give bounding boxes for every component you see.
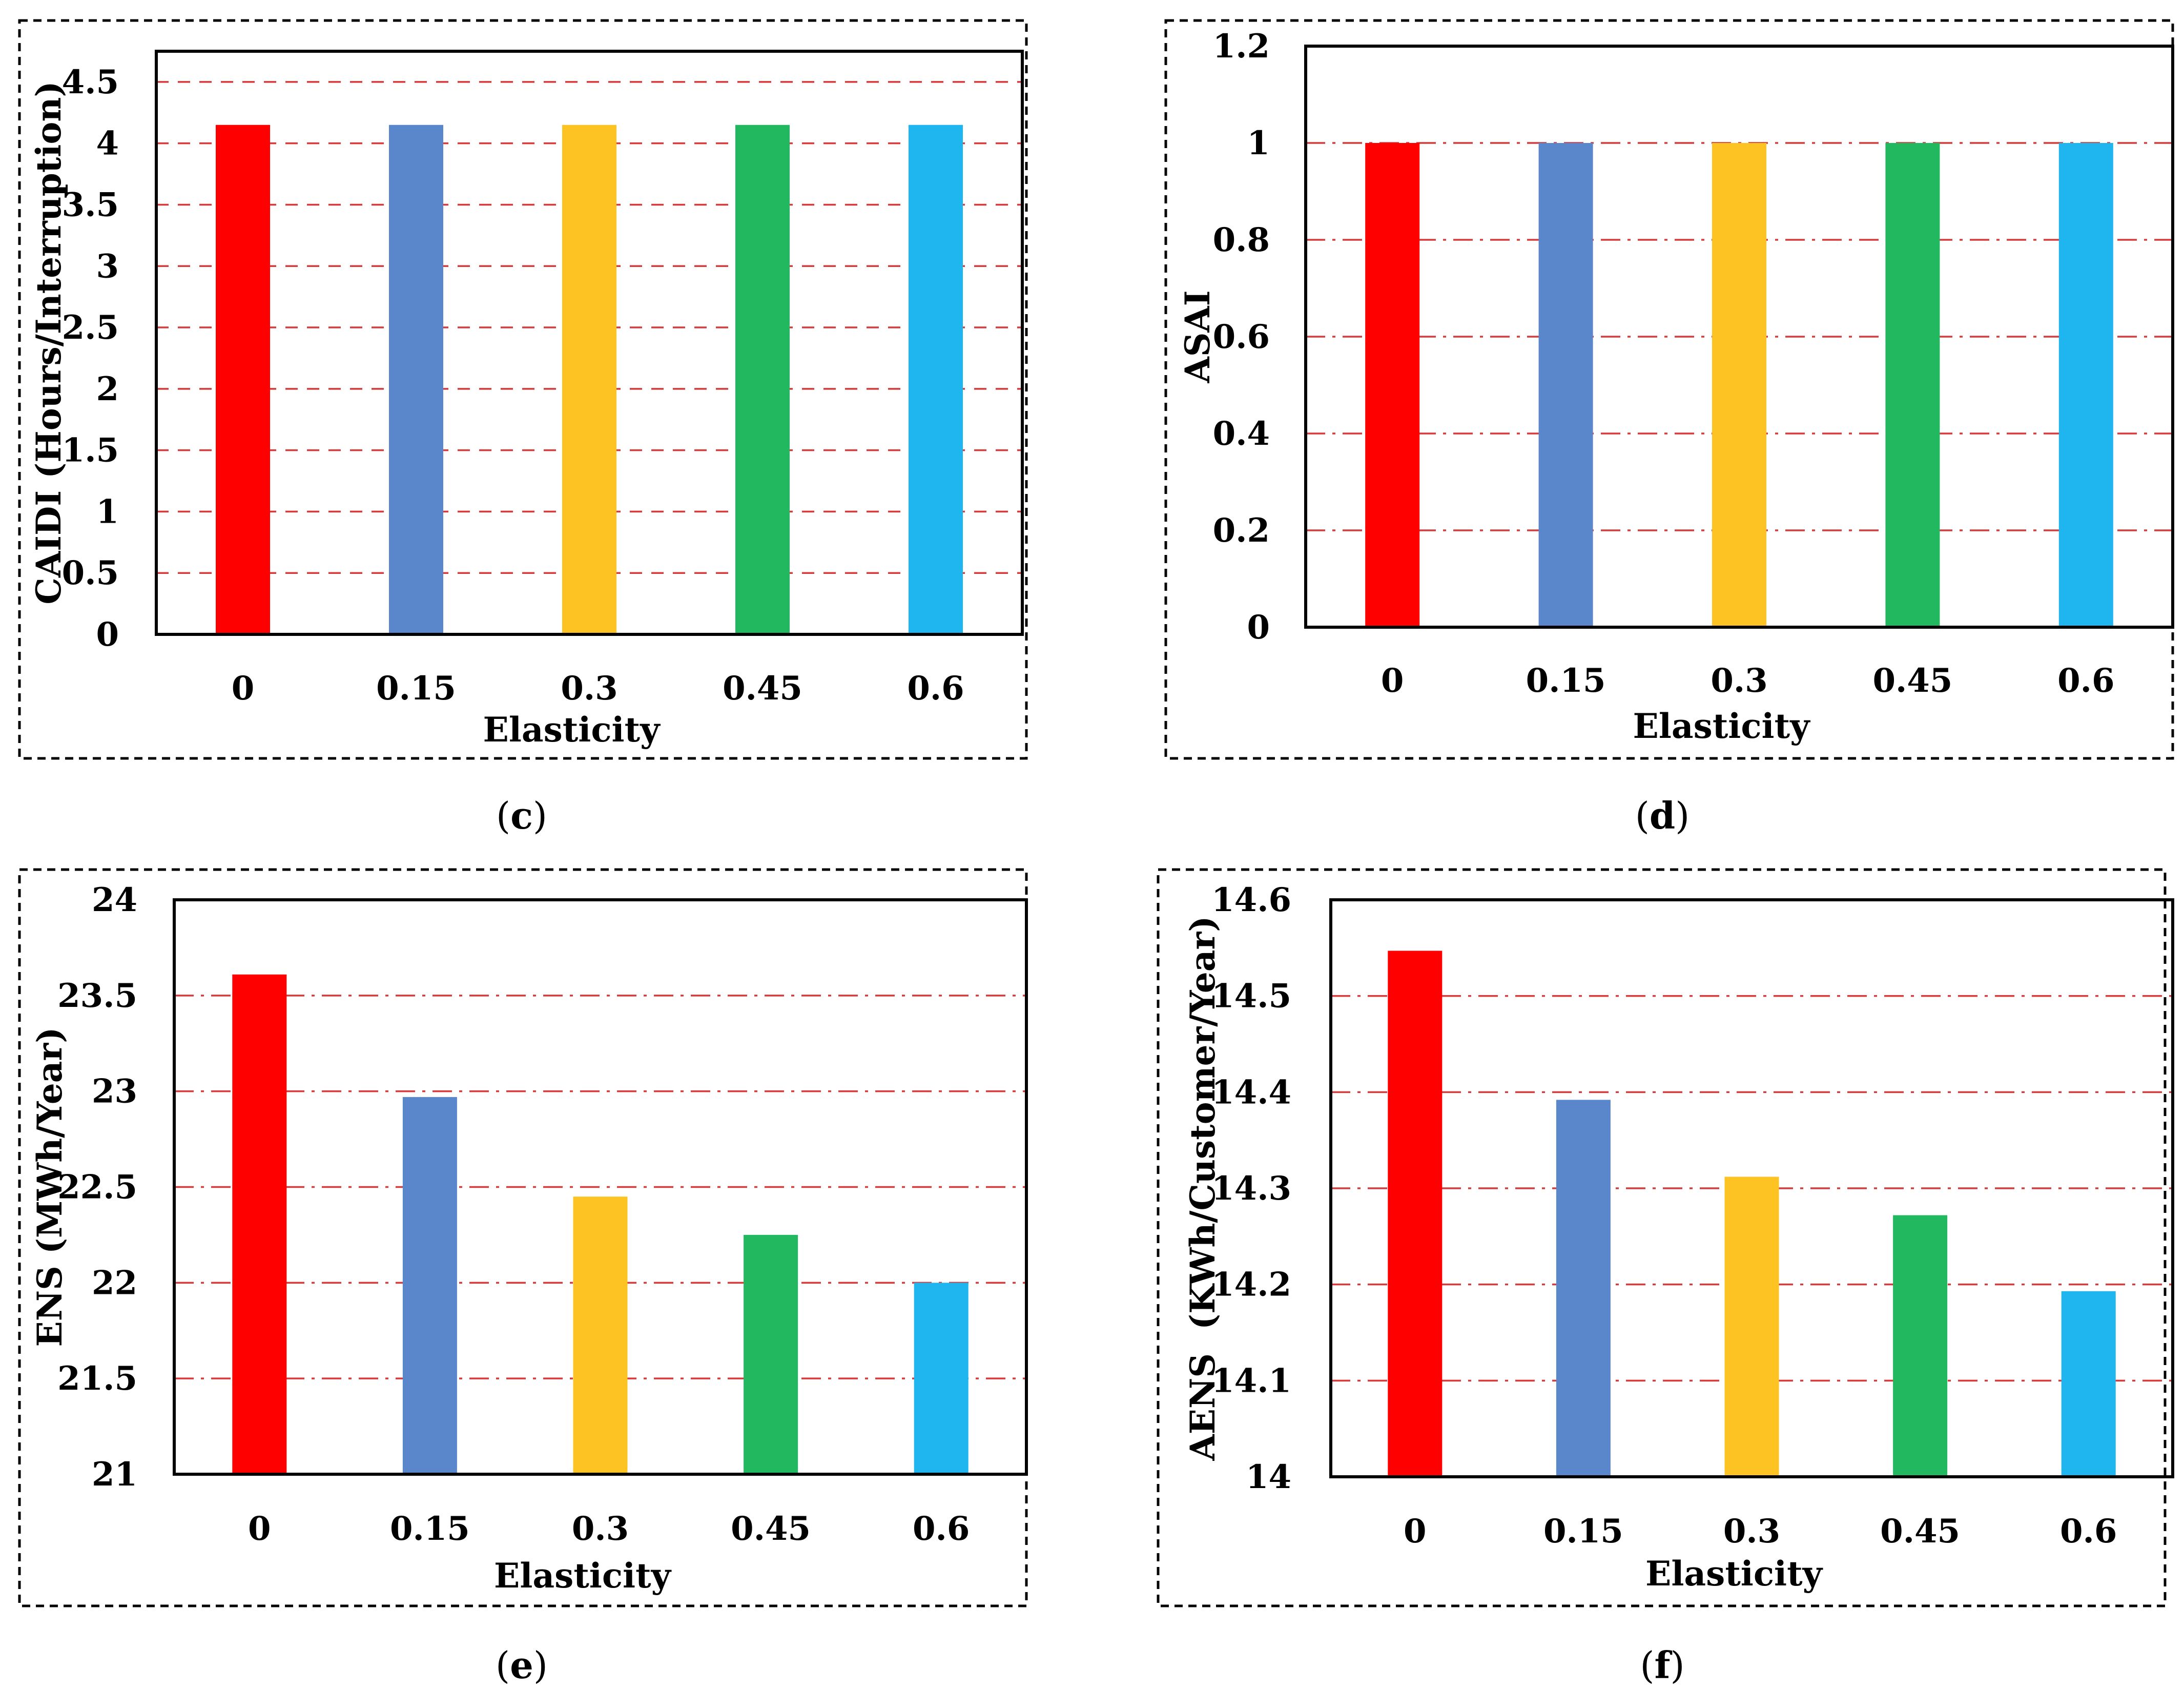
bar-0.45: [1893, 1215, 1948, 1477]
y-tick-label: 0.5: [62, 554, 119, 592]
y-tick-label: 0.6: [1213, 318, 1270, 356]
y-tick-label: 14.6: [1211, 881, 1291, 919]
plot-area-border: [1304, 45, 2174, 629]
x-tick-label: 0.45: [1872, 662, 1952, 700]
bar-0.45: [744, 1234, 798, 1474]
y-axis-title: ASAI: [1178, 291, 1218, 384]
y-tick-label: 14.4: [1211, 1073, 1291, 1111]
y-tick-label: 0.4: [1213, 415, 1270, 453]
x-tick-label: 0.15: [390, 1510, 470, 1548]
y-tick-label: 14: [1246, 1458, 1291, 1496]
y-tick-label: 14.2: [1211, 1266, 1291, 1304]
y-tick-label: 24: [92, 881, 137, 919]
x-tick-label: 0.45: [731, 1510, 811, 1548]
y-tick-label: 14.1: [1211, 1361, 1291, 1400]
x-tick-label: 0.3: [1723, 1512, 1780, 1551]
bar-0.3: [1712, 143, 1766, 627]
panel-caption: (f): [1640, 1643, 1684, 1687]
y-tick-label: 1.5: [62, 431, 119, 470]
bar-0.45: [735, 125, 790, 634]
bar-0.6: [914, 1283, 969, 1474]
bar-0.15: [1556, 1100, 1611, 1477]
y-axis-title: CAIDI (Hours/Interruption): [29, 81, 69, 604]
bar-0: [216, 125, 270, 634]
bar-0.15: [402, 1097, 457, 1474]
chart-panel-c: 0 0.5 1 1.5 2 2.5 3 3.5 4 4.5 0 0.15 0.3 0.45 0.6 Elast…: [18, 19, 1028, 760]
panel-frame: [18, 868, 1028, 1607]
x-tick-label: 0.15: [1526, 662, 1606, 700]
y-tick-label: 21.5: [57, 1359, 137, 1398]
x-tick-label: 0.3: [561, 669, 617, 708]
x-tick-label: 0: [1404, 1512, 1427, 1551]
x-tick-label: 0.6: [2057, 662, 2114, 700]
x-axis-title: Elasticity: [483, 710, 661, 750]
bar-0.15: [389, 125, 443, 634]
y-axis-title: ENS (MWh/Year): [30, 1027, 70, 1347]
chart-panel-e: 21 21.5 22 22.5 23 23.5 24 0 0.15 0.3 0.45 0.6 Elast…: [18, 868, 1028, 1607]
y-tick-label: 1: [96, 492, 119, 531]
x-tick-label: 0.3: [1711, 662, 1767, 700]
x-tick-label: 0.6: [907, 669, 964, 708]
y-tick-label: 14.5: [1211, 977, 1291, 1016]
plot-area-border: [155, 50, 1024, 636]
bar-0.3: [1724, 1177, 1779, 1477]
x-tick-label: 0.3: [572, 1510, 629, 1548]
bar-0.15: [1538, 143, 1593, 627]
x-tick-label: 0.45: [1880, 1512, 1960, 1551]
x-tick-label: 0.45: [723, 669, 802, 708]
y-tick-label: 0: [96, 615, 119, 654]
panel-frame: [18, 19, 1028, 760]
y-tick-label: 0: [1247, 608, 1270, 647]
y-tick-label: 3.5: [62, 185, 119, 224]
y-tick-label: 2: [96, 370, 119, 408]
y-tick-label: 3: [96, 247, 119, 285]
panel-frame: [1157, 868, 2167, 1607]
bar-0.6: [2061, 1291, 2116, 1477]
x-tick-label: 0: [248, 1510, 271, 1548]
y-tick-label: 0.8: [1213, 221, 1270, 259]
bar-0: [1365, 143, 1420, 627]
x-tick-label: 0.6: [2060, 1512, 2117, 1551]
bar-0: [1388, 951, 1443, 1477]
y-tick-label: 1: [1247, 124, 1270, 162]
x-axis-title: Elasticity: [494, 1556, 672, 1596]
bar-0.6: [2058, 143, 2113, 627]
x-tick-label: 0.15: [1543, 1512, 1623, 1551]
y-tick-label: 23: [92, 1072, 137, 1111]
y-tick-label: 1.2: [1213, 27, 1270, 66]
y-tick-label: 4.5: [62, 63, 119, 101]
x-tick-label: 0: [1381, 662, 1404, 700]
y-tick-label: 22.5: [57, 1168, 137, 1207]
y-tick-label: 0.2: [1213, 511, 1270, 550]
chart-panel-f: 14 14.1 14.2 14.3 14.4 14.5 14.6 0 0.15 0.3 0.45 0.…: [1157, 868, 2174, 1607]
bar-0.45: [1885, 143, 1940, 627]
panel-frame: [1164, 19, 2174, 760]
bar-0.3: [562, 125, 616, 634]
panel-caption: (c): [496, 794, 547, 837]
y-tick-label: 23.5: [57, 977, 137, 1015]
plot-area-border: [173, 898, 1028, 1476]
plot-area-border: [1329, 898, 2174, 1478]
y-tick-label: 2.5: [62, 308, 119, 347]
x-tick-label: 0.15: [376, 669, 456, 708]
x-tick-label: 0: [232, 669, 255, 708]
bar-0: [232, 974, 287, 1474]
y-tick-label: 21: [92, 1455, 137, 1494]
panel-caption: (e): [496, 1643, 548, 1687]
x-axis-title: Elasticity: [1645, 1554, 1823, 1594]
y-tick-label: 22: [92, 1264, 137, 1302]
y-axis-title: AENS (KWh/Customer/Year): [1183, 916, 1223, 1461]
bar-0.3: [573, 1196, 628, 1474]
panel-caption: (d): [1635, 794, 1690, 837]
y-tick-label: 4: [96, 125, 119, 163]
x-axis-title: Elasticity: [1633, 706, 1811, 746]
x-tick-label: 0.6: [913, 1510, 970, 1548]
y-tick-label: 14.3: [1211, 1169, 1291, 1208]
chart-panel-d: 0 0.2 0.4 0.6 0.8 1 1.2 0 0.15 0.3 0.45 0.6 Elastici…: [1164, 19, 2174, 760]
bar-0.6: [909, 125, 963, 634]
